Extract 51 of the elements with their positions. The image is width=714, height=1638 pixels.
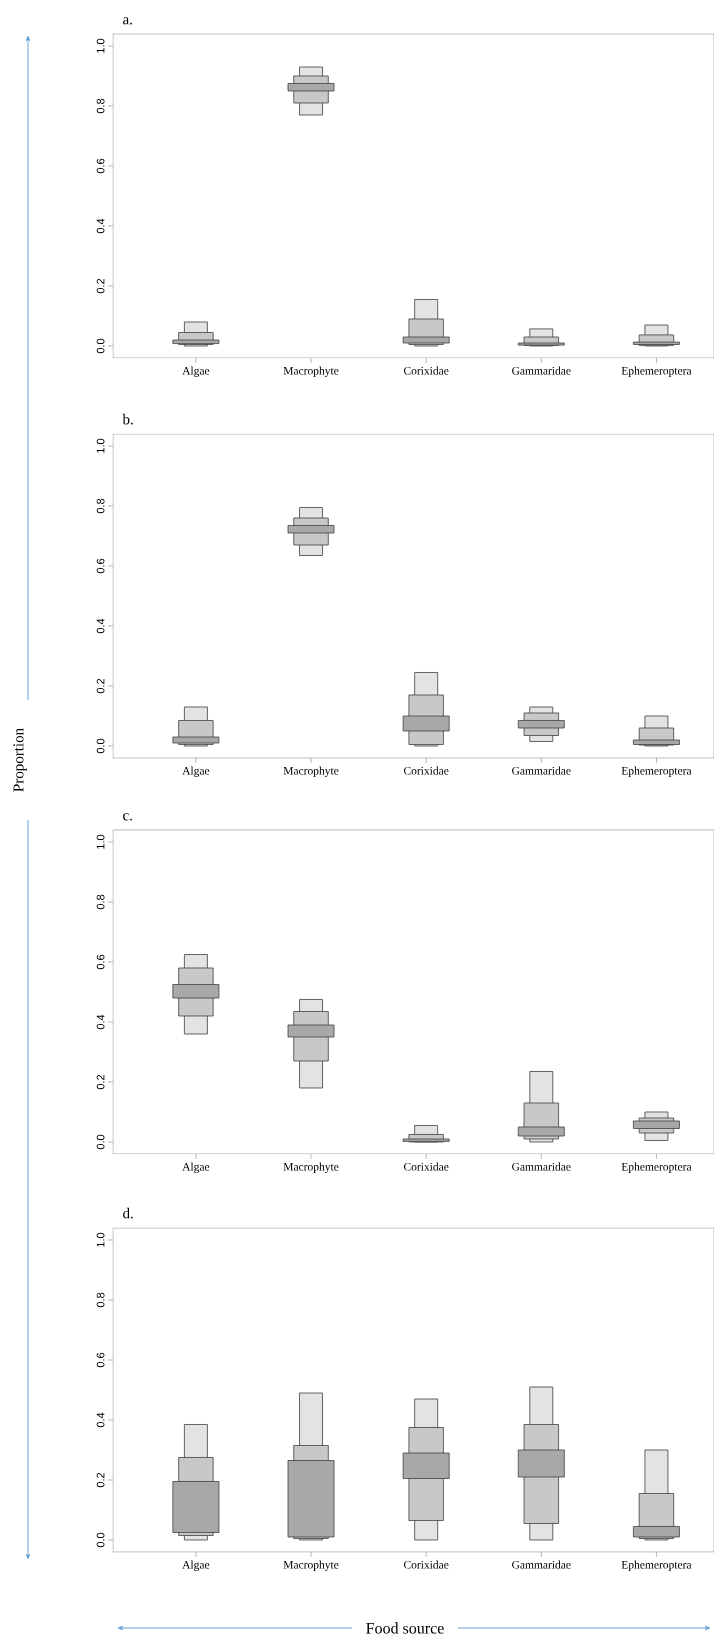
y-tick-label: 0.6 [96, 1352, 105, 1368]
y-tick-label: 0.0 [96, 1532, 105, 1548]
bar [402, 1138, 450, 1142]
x-tick-label: Ephemeroptera [621, 766, 692, 777]
y-tick-label: 0.6 [96, 558, 105, 574]
chart-title: d. [123, 1207, 133, 1219]
x-tick-label: Ephemeroptera [621, 1162, 692, 1173]
x-tick-label: Ephemeroptera [621, 1560, 692, 1571]
y-tick-label: 0.8 [96, 894, 105, 910]
y-tick-label: 0.2 [96, 1074, 105, 1090]
y-tick-label: 0.4 [96, 1014, 105, 1030]
y-tick-label: 0.8 [96, 498, 105, 514]
x-tick-label: Corixidae [403, 1560, 449, 1569]
y-tick-label: 0.0 [96, 738, 105, 754]
x-tick-label: Gammaridae [512, 1560, 571, 1569]
y-tick-label: 1.0 [96, 438, 105, 453]
x-tick-label: Corixidae [403, 1162, 449, 1171]
y-tick-label: 0.6 [96, 954, 105, 970]
chart-title: b. [122, 413, 133, 425]
y-axis-title: Proportion [13, 728, 27, 792]
y-tick-label: 1.0 [96, 1232, 105, 1247]
y-tick-label: 0.4 [96, 1412, 105, 1428]
y-tick-label: 0.4 [96, 618, 105, 634]
y-tick-label: 0.2 [96, 1472, 105, 1488]
y-tick-label: 0.4 [96, 218, 105, 234]
y-tick-label: 1.0 [96, 38, 105, 53]
x-tick-label: Macrophyte [283, 366, 339, 377]
y-tick-label: 0.2 [96, 678, 105, 694]
x-tick-label: Algae [182, 766, 210, 777]
x-tick-label: Gammaridae [512, 1162, 571, 1171]
chart-title: a. [123, 17, 132, 25]
x-tick-label: Macrophyte [283, 766, 339, 777]
y-tick-label: 1.0 [96, 834, 105, 849]
x-tick-label: Corixidae [403, 366, 449, 375]
y-tick-label: 0.8 [96, 1292, 105, 1308]
y-tick-label: 0.8 [96, 98, 105, 114]
x-tick-label: Gammaridae [512, 766, 571, 775]
y-tick-label: 0.2 [96, 278, 105, 294]
x-tick-label: Gammaridae [512, 366, 571, 375]
x-axis-title: Food source [366, 1622, 444, 1634]
chart-title: c. [123, 813, 132, 821]
y-tick-label: 0.6 [96, 158, 105, 174]
y-tick-label: 0.0 [96, 338, 105, 354]
x-tick-label: Macrophyte [283, 1162, 339, 1173]
x-tick-label: Algae [182, 366, 210, 377]
x-tick-label: Macrophyte [283, 1560, 339, 1571]
x-tick-label: Corixidae [403, 766, 449, 775]
x-tick-label: Algae [182, 1162, 210, 1173]
y-tick-label: 0.0 [96, 1134, 105, 1150]
x-tick-label: Ephemeroptera [621, 366, 692, 377]
x-tick-label: Algae [182, 1560, 210, 1571]
